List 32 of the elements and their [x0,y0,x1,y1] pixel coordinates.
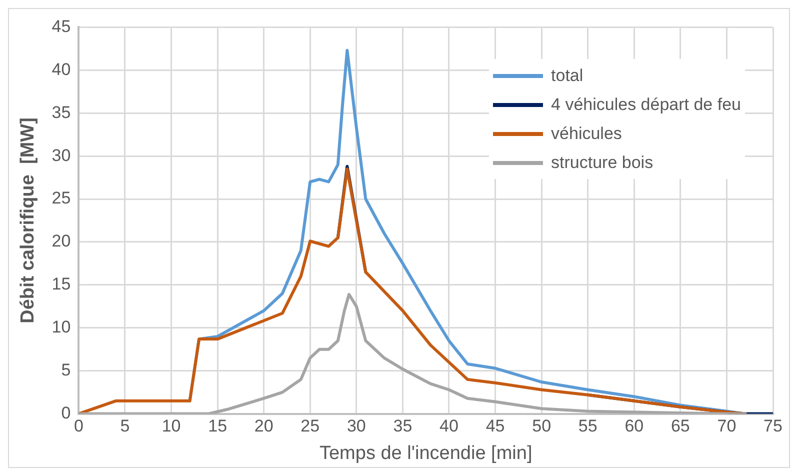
x-tick-label: 40 [440,416,458,436]
legend-label: 4 véhicules départ de feu [551,94,741,114]
y-tick-label: 25 [52,188,71,208]
x-tick-label: 45 [486,416,505,436]
y-tick-label: 5 [61,360,71,380]
x-tick-label: 65 [670,416,690,436]
y-tick-label: 0 [61,403,71,422]
x-tick-label: 5 [120,416,130,436]
x-tick-label: 50 [532,416,552,436]
x-tick-label: 70 [717,416,736,436]
x-tick-label: 55 [578,416,598,436]
x-tick-label: 25 [300,416,320,436]
y-axis-title: Débit calorifique [MW] [18,118,39,324]
x-axis-title: Temps de l'incendie [min] [319,442,532,464]
x-tick-label: 75 [764,416,782,436]
y-tick-label: 40 [52,60,71,79]
y-tick-label: 20 [52,232,71,251]
y-tick-label: 45 [52,16,71,36]
legend-label: véhicules [551,124,622,144]
legend-label: structure bois [551,152,654,172]
x-tick-label: 60 [624,416,644,436]
x-tick-label: 20 [254,416,274,436]
y-tick-label: 35 [52,102,71,122]
x-tick-label: 30 [346,416,366,436]
x-tick-label: 0 [74,416,84,436]
y-tick-label: 10 [52,318,71,337]
y-tick-label: 30 [52,146,71,165]
x-tick-label: 15 [208,416,228,436]
x-tick-label: 10 [162,416,181,436]
legend-label: total [551,66,584,86]
y-tick-label: 15 [52,274,71,294]
x-tick-label: 35 [393,416,412,436]
